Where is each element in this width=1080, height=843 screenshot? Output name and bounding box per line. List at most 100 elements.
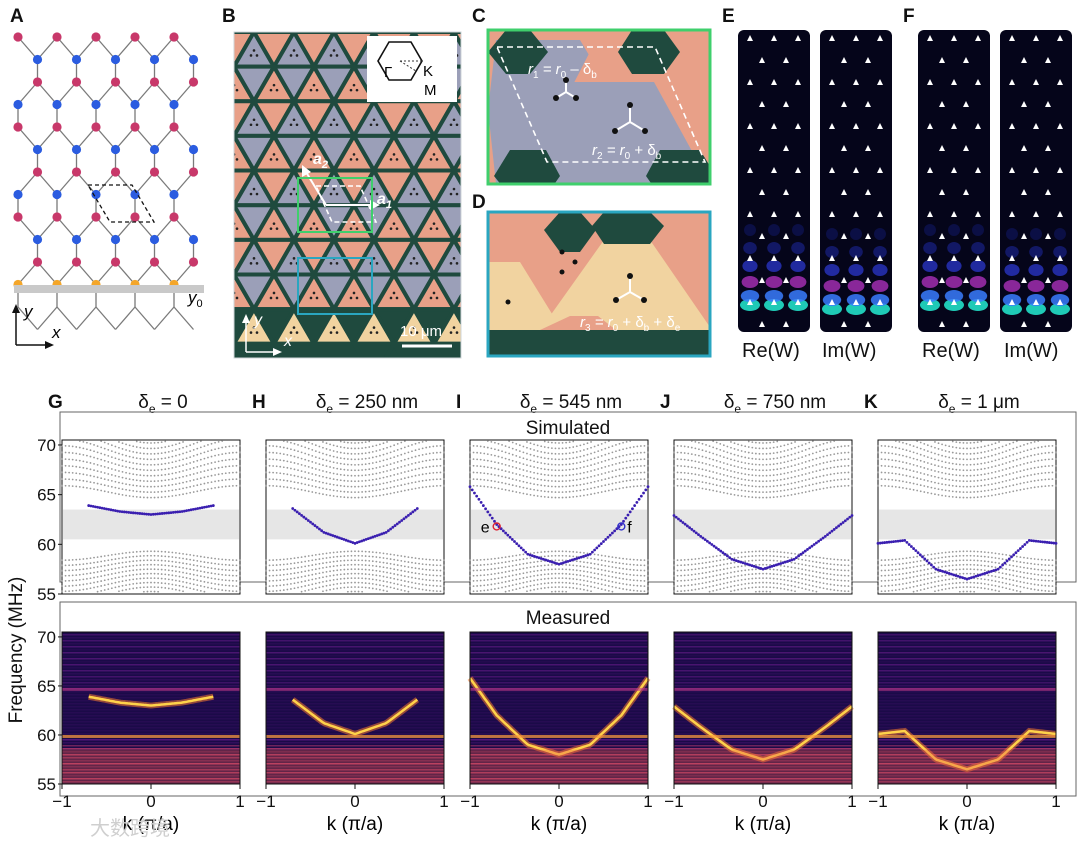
y-tick-label: 55 <box>37 585 56 604</box>
edge-state-point <box>723 552 727 556</box>
edge-state-point <box>812 543 816 546</box>
lattice-site <box>91 122 101 132</box>
edge-state-point <box>134 511 137 515</box>
edge-state-point <box>154 512 157 516</box>
lattice-site <box>130 99 140 110</box>
trimer-r3 <box>613 273 647 303</box>
edge-state-point <box>927 561 931 565</box>
edge-state-point <box>965 577 969 581</box>
edge-state-point <box>358 540 361 544</box>
axis-x-label-b: x <box>283 333 293 350</box>
edge-state-point <box>488 513 492 517</box>
edge-state-point <box>470 488 474 492</box>
edge-state-point <box>351 541 355 544</box>
edge-state-point <box>140 512 144 516</box>
edge-state-point <box>318 527 321 531</box>
edge-state-point <box>366 537 370 541</box>
edge-state-point <box>815 541 818 545</box>
edge-state-point <box>324 531 328 535</box>
edge-state-point <box>823 534 827 538</box>
delta-title: δe = 750 nm <box>724 392 826 416</box>
wavefunction-strips <box>738 30 1072 332</box>
edge-state-point <box>841 521 845 524</box>
edge-state-point <box>950 572 953 576</box>
edge-state-point <box>165 511 168 515</box>
lattice-site <box>149 54 160 65</box>
lattice-bond <box>37 306 58 330</box>
edge-state-point <box>781 561 785 565</box>
edge-state-point <box>674 515 678 519</box>
lattice-bond <box>173 36 194 60</box>
axes-icon-b: y x <box>242 312 293 356</box>
lattice-site <box>130 32 140 42</box>
lattice-bond <box>115 261 136 285</box>
edge-state-point <box>167 511 171 515</box>
edge-state-point <box>513 540 516 543</box>
delta-title: δe = 250 nm <box>316 392 418 416</box>
edge-state-point <box>599 542 603 546</box>
lattice-bond <box>115 171 136 195</box>
axis-x-label: x <box>51 323 61 342</box>
edge-state-point <box>306 519 310 522</box>
edge-state-point <box>761 567 765 571</box>
y-tick-label: 65 <box>37 486 56 505</box>
edge-state-point <box>721 551 725 555</box>
edge-state-point <box>568 559 572 563</box>
lattice-bond <box>17 261 38 285</box>
lattice-site <box>149 257 160 267</box>
edge-state-point <box>539 557 543 560</box>
x-tick-label: 1 <box>439 792 448 811</box>
edge-state-point <box>160 512 164 515</box>
panel-label-i: I <box>456 392 461 413</box>
edge-state-point <box>597 544 601 548</box>
edge-state-point <box>694 531 698 535</box>
edge-state-point <box>1010 555 1013 559</box>
edge-state-point <box>921 555 924 559</box>
edge-state-point <box>925 559 929 563</box>
edge-state-point <box>981 572 984 576</box>
edge-state-point <box>142 512 146 516</box>
edge-state-point <box>956 574 960 578</box>
edge-state-point <box>481 504 485 507</box>
edge-state-point <box>896 539 900 543</box>
edge-state-point <box>994 568 998 572</box>
edge-state-point <box>754 565 758 569</box>
edge-state-point <box>835 526 838 530</box>
lattice-site <box>13 122 23 132</box>
edge-state-point <box>109 508 113 512</box>
x-axes: −1 0 1 k (π/a) −1 0 1 k (π/a) −1 0 1 k (π/a) −1 0 1 k (… <box>52 784 1061 835</box>
lattice-site <box>149 167 160 177</box>
edge-state-point <box>987 570 991 574</box>
lattice-bond <box>56 216 77 240</box>
edge-state-point <box>750 564 754 568</box>
lattice-bond <box>76 81 97 105</box>
edge-state-point <box>393 524 397 527</box>
edge-state-point <box>205 505 209 509</box>
edge-state-point <box>1001 563 1004 567</box>
x-tick-label: 0 <box>146 792 155 811</box>
lattice-site <box>71 257 82 267</box>
edge-state-point <box>1021 545 1025 548</box>
edge-state-point <box>384 531 388 534</box>
lattice-bond <box>134 81 155 105</box>
lattice-bond <box>76 36 97 60</box>
edge-state-point <box>169 511 173 514</box>
edge-state-point <box>291 507 295 510</box>
edge-state-point <box>311 522 315 526</box>
edge-state-point <box>843 519 847 523</box>
lattice-site <box>52 32 62 42</box>
edge-state-point <box>777 562 780 566</box>
edge-state-point <box>714 546 718 550</box>
edge-state-point <box>633 504 637 507</box>
zoom-panel-d: r3 = r0 + δb + δe <box>486 210 712 358</box>
edge-state-point <box>1047 541 1051 544</box>
edge-state-point <box>746 562 749 566</box>
r3-equation: r3 = r0 + δb + δe <box>580 314 681 334</box>
y-tick-label: 60 <box>37 535 56 554</box>
edge-state-point <box>613 529 617 533</box>
edge-state-point <box>189 508 193 512</box>
edge-state-point <box>701 536 705 540</box>
edge-state-point <box>191 508 195 511</box>
axis-y-label: y <box>23 302 34 321</box>
